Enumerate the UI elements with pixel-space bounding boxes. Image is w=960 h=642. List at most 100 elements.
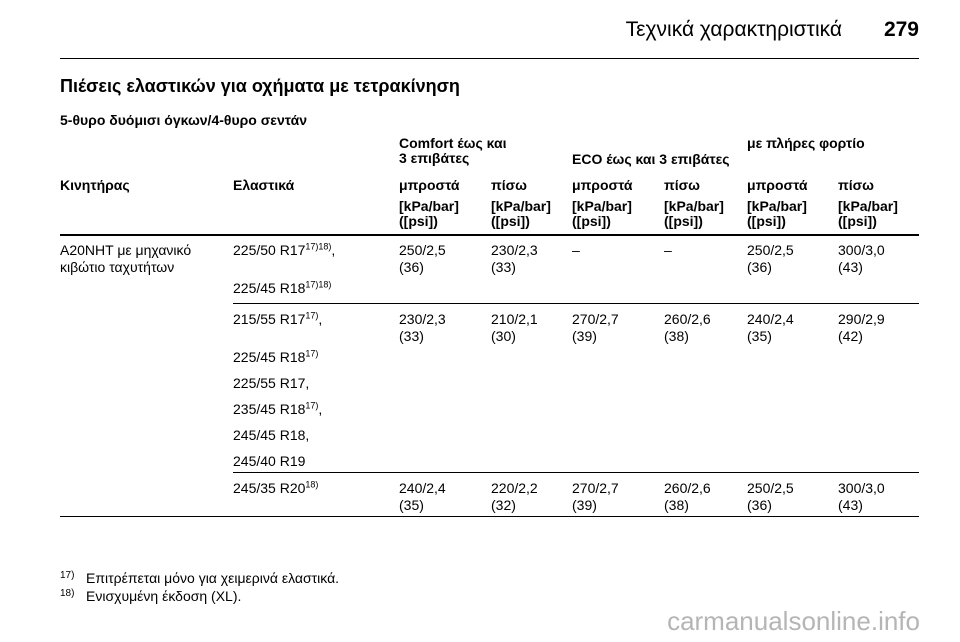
tyre-size: 245/45 R18, [233, 427, 309, 444]
pressure-psi: (36) [747, 259, 772, 275]
table-header-rule [60, 234, 919, 236]
pressure-cell: 250/2,5 (36) [747, 242, 794, 276]
footnote-text: Επιτρέπεται μόνο για χειμερινά ελαστικά. [86, 570, 340, 586]
pressure-psi: (32) [491, 497, 516, 513]
pressure-psi: (38) [664, 497, 689, 513]
pressure-cell: 220/2,2 (32) [491, 480, 538, 514]
group-header-comfort-line2: 3 επιβάτες [399, 150, 470, 166]
unit-label: ([psi]) [664, 213, 703, 229]
pressure-cell: 230/2,3 (33) [399, 311, 446, 345]
unit-label: ([psi]) [572, 213, 611, 229]
engine-line1: A20NHT με μηχανικό [60, 242, 192, 258]
column-header-tyres: Ελαστικά [233, 177, 295, 193]
unit-label: ([psi]) [838, 213, 877, 229]
pressure-psi: (39) [572, 328, 597, 344]
unit-label: [kPa/bar] [572, 198, 632, 214]
pressure-value: 300/3,0 [838, 242, 885, 258]
engine-line2: κιβώτιο ταχυτήτων [60, 259, 175, 275]
unit-header: [kPa/bar] ([psi]) [491, 199, 551, 229]
row-divider [233, 303, 919, 304]
pressure-cell: – [664, 242, 672, 259]
footnote-ref: 17)18) [305, 241, 332, 252]
pressure-cell: 270/2,7 (39) [572, 480, 619, 514]
pressure-psi: (36) [399, 259, 424, 275]
pressure-value: 220/2,2 [491, 480, 538, 496]
footnote-ref: 17) [305, 400, 319, 411]
pressure-value: – [664, 242, 672, 258]
section-title: Πιέσεις ελαστικών για οχήματα με τετρακί… [60, 76, 460, 96]
unit-header: [kPa/bar] ([psi]) [747, 199, 807, 229]
footnote: 18) Ενισχυμένη έκδοση (XL). [60, 588, 241, 604]
column-header-full-front: μπροστά [747, 177, 808, 193]
pressure-cell: 210/2,1 (30) [491, 311, 538, 345]
unit-header: [kPa/bar] ([psi]) [399, 199, 459, 229]
column-header-full-rear: πίσω [838, 177, 875, 193]
footnote-ref: 17) [305, 310, 319, 321]
tyre-size-text: 245/45 R18, [233, 427, 310, 443]
pressure-value: 230/2,3 [491, 242, 538, 258]
tyre-size: 245/35 R2018) [233, 480, 318, 497]
pressure-psi: (33) [491, 259, 516, 275]
pressure-cell: 240/2,4 (35) [747, 311, 794, 345]
pressure-value: 240/2,4 [399, 480, 446, 496]
pressure-psi: (33) [399, 328, 424, 344]
footnote-number: 17) [60, 570, 75, 581]
tyre-size: 215/55 R1717), [233, 311, 322, 328]
pressure-cell: 250/2,5 (36) [399, 242, 446, 276]
footnote: 17) Επιτρέπεται μόνο για χειμερινά ελαστι… [60, 570, 339, 586]
footnote-ref: 18) [305, 479, 319, 490]
pressure-cell: 240/2,4 (35) [399, 480, 446, 514]
pressure-cell: 260/2,6 (38) [664, 480, 711, 514]
pressure-cell: 300/3,0 (43) [838, 480, 885, 514]
pressure-psi: (39) [572, 497, 597, 513]
tyre-size: 225/45 R1817) [233, 349, 318, 366]
pressure-value: 270/2,7 [572, 311, 619, 327]
footnote-number: 18) [60, 588, 75, 599]
row-divider [233, 472, 919, 473]
pressure-value: 250/2,5 [399, 242, 446, 258]
pressure-cell: 260/2,6 (38) [664, 311, 711, 345]
unit-label: ([psi]) [399, 213, 438, 229]
unit-label: ([psi]) [491, 213, 530, 229]
column-header-eco-front: μπροστά [572, 177, 633, 193]
pressure-value: 270/2,7 [572, 480, 619, 496]
page-header-title: Τεχνικά χαρακτηριστικά [625, 18, 842, 41]
unit-label: [kPa/bar] [838, 198, 898, 214]
pressure-value: 260/2,6 [664, 480, 711, 496]
pressure-value: 290/2,9 [838, 311, 885, 327]
pressure-psi: (38) [664, 328, 689, 344]
unit-label: [kPa/bar] [399, 198, 459, 214]
pressure-value: 210/2,1 [491, 311, 538, 327]
tyre-size-text: 235/45 R18 [233, 401, 306, 417]
pressure-value: – [572, 242, 580, 258]
pressure-cell: 300/3,0 (43) [838, 242, 885, 276]
pressure-value: 250/2,5 [747, 480, 794, 496]
tyre-size-text: 225/45 R18 [233, 280, 306, 296]
group-header-comfort-line1: Comfort έως και [399, 135, 507, 151]
tyre-size-text: 225/55 R17, [233, 375, 310, 391]
column-header-eco-rear: πίσω [664, 177, 701, 193]
group-header-full-load: με πλήρες φορτίο [747, 135, 865, 151]
pressure-cell: 250/2,5 (36) [747, 480, 794, 514]
group-header-comfort: Comfort έως και 3 επιβάτες [399, 136, 506, 166]
pressure-psi: (43) [838, 497, 863, 513]
unit-header: [kPa/bar] ([psi]) [664, 199, 724, 229]
pressure-cell: – [572, 242, 580, 259]
tyre-size-separator: , [318, 401, 323, 417]
tyre-size-separator: , [331, 242, 336, 258]
tyre-size-text: 225/45 R18 [233, 349, 306, 365]
pressure-value: 230/2,3 [399, 311, 446, 327]
unit-header: [kPa/bar] ([psi]) [838, 199, 898, 229]
watermark: carmanualsonline.info [667, 606, 920, 636]
subsection-title: 5-θυρο δυόμισι όγκων/4-θυρο σεντάν [60, 112, 307, 128]
pressure-cell: 270/2,7 (39) [572, 311, 619, 345]
tyre-size-separator: , [318, 311, 323, 327]
pressure-value: 240/2,4 [747, 311, 794, 327]
pressure-value: 300/3,0 [838, 480, 885, 496]
column-header-comfort-front: μπροστά [399, 177, 460, 193]
tyre-size: 235/45 R1817), [233, 401, 322, 418]
pressure-cell: 230/2,3 (33) [491, 242, 538, 276]
tyre-size-text: 245/40 R19 [233, 453, 306, 469]
pressure-cell: 290/2,9 (42) [838, 311, 885, 345]
pressure-psi: (42) [838, 328, 863, 344]
